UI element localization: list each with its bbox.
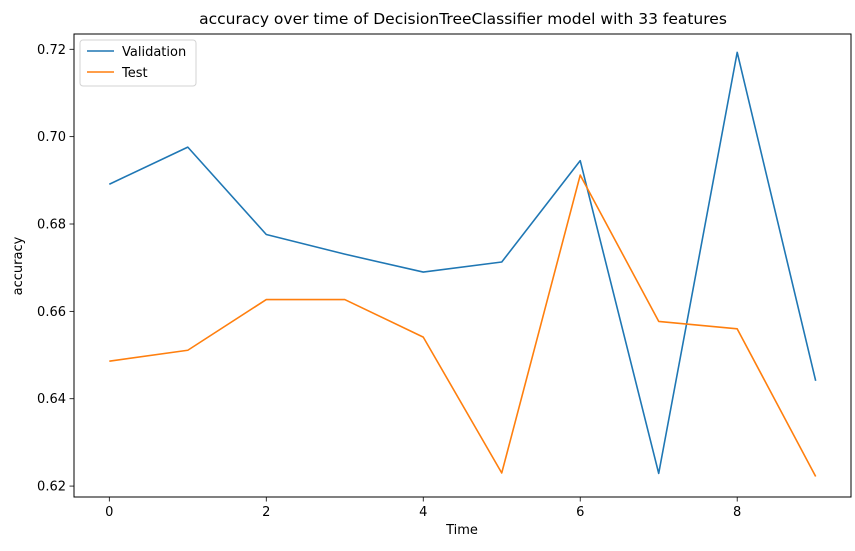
x-axis: 0 2 4 6 8 [105,497,741,520]
x-tick-label: 6 [576,505,584,520]
x-tick-label: 8 [733,505,741,520]
legend-label-validation: Validation [122,45,186,60]
chart-title: accuracy over time of DecisionTreeClassi… [199,10,727,28]
plot-area [73,33,852,498]
x-axis-label: Time [445,523,478,538]
y-tick-label: 0.70 [37,130,66,145]
x-tick-label: 4 [419,505,427,520]
y-axis: 0.62 0.64 0.66 0.68 0.70 0.72 [37,43,74,495]
legend-label-test: Test [121,66,148,81]
series-line-test [109,174,817,477]
series-line-validation [108,51,817,475]
y-axis-label: accuracy [11,236,26,295]
y-tick-label: 0.62 [37,480,66,495]
x-tick-label: 2 [262,505,270,520]
y-tick-label: 0.64 [37,392,66,407]
legend: Validation Test [79,39,197,87]
y-tick-label: 0.66 [37,305,66,320]
y-tick-label: 0.68 [37,218,66,233]
x-tick-label: 0 [105,505,113,520]
y-tick-label: 0.72 [37,43,66,58]
series-layer [108,51,817,477]
